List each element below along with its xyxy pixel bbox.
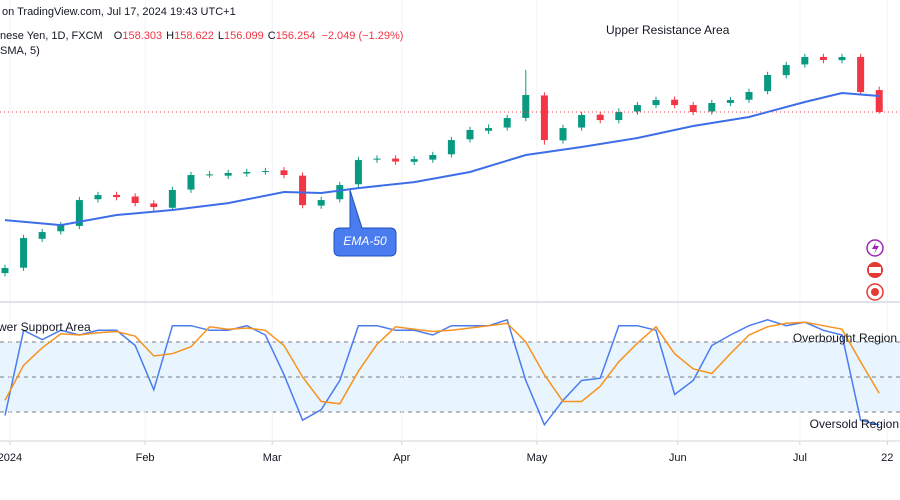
ohlc-label: L bbox=[218, 30, 224, 42]
candle-body bbox=[206, 174, 214, 176]
candle-body bbox=[57, 225, 65, 232]
ohlc-value: 156.254 bbox=[276, 30, 316, 42]
plot-area bbox=[0, 53, 900, 427]
x-tick-label: Feb bbox=[136, 452, 155, 464]
annotation: wer Support Area bbox=[0, 320, 91, 334]
candle-body bbox=[113, 194, 121, 198]
ohlc-value: 158.303 bbox=[122, 30, 162, 42]
annotation: Upper Resistance Area bbox=[606, 23, 730, 37]
x-tick-label: 22 bbox=[881, 452, 893, 464]
candle-body bbox=[745, 92, 753, 100]
candle-body bbox=[392, 158, 400, 162]
candle-body bbox=[559, 128, 567, 141]
candle-body bbox=[466, 129, 474, 140]
candle-body bbox=[764, 75, 772, 92]
ema-line bbox=[4, 91, 880, 227]
candle-body bbox=[373, 158, 381, 160]
candle-body bbox=[75, 200, 83, 226]
candle-body bbox=[875, 90, 883, 112]
x-tick-label: Mar bbox=[263, 452, 282, 464]
candle-body bbox=[503, 118, 511, 128]
x-tick-label: May bbox=[527, 452, 548, 464]
candle-body bbox=[94, 195, 102, 200]
x-tick-label: 2024 bbox=[0, 452, 22, 464]
symbol: nese Yen, 1D, FXCM bbox=[0, 30, 103, 42]
candle-body bbox=[782, 65, 790, 76]
ohlc-label: C bbox=[268, 30, 276, 42]
header-published: on TradingView.com, Jul 17, 2024 19:43 U… bbox=[2, 6, 236, 18]
candle-body bbox=[540, 95, 548, 141]
ohlc-value: 156.099 bbox=[224, 30, 264, 42]
icon-glyph bbox=[869, 267, 881, 273]
candle-body bbox=[261, 171, 269, 173]
x-tick-label: Jun bbox=[669, 452, 687, 464]
candle-body bbox=[168, 190, 176, 208]
icon-glyph bbox=[871, 288, 879, 296]
candle-body bbox=[131, 196, 139, 204]
candle-body bbox=[1, 268, 9, 274]
oscillator-line bbox=[4, 321, 880, 405]
ohlc-label: H bbox=[166, 30, 174, 42]
candle-body bbox=[354, 160, 362, 185]
pane-divider bbox=[0, 301, 900, 303]
candle-body bbox=[708, 103, 716, 112]
candle-body bbox=[689, 105, 697, 113]
candle-body bbox=[299, 175, 307, 206]
candle-body bbox=[224, 173, 232, 176]
candle-body bbox=[317, 200, 325, 206]
header-indicator: SMA, 5) bbox=[0, 45, 40, 57]
candle-body bbox=[801, 57, 809, 65]
candle-body bbox=[429, 155, 437, 160]
candle-body bbox=[38, 232, 46, 239]
candle-body bbox=[280, 170, 288, 176]
x-tick-label: Jul bbox=[793, 452, 807, 464]
change: −2.049 (−1.29%) bbox=[321, 30, 403, 42]
callout-label: EMA-50 bbox=[343, 234, 387, 248]
candle-body bbox=[671, 99, 679, 106]
candle-body bbox=[243, 172, 251, 174]
callout-box bbox=[333, 189, 397, 257]
candle-body bbox=[596, 114, 604, 121]
candle-body bbox=[726, 100, 734, 103]
candle-body bbox=[187, 175, 195, 190]
annotation: Oversold Region bbox=[810, 417, 899, 431]
candle-body bbox=[838, 57, 846, 61]
candle-body bbox=[485, 128, 493, 131]
header-symbol-line: nese Yen, 1D, FXCM O158.303 H158.622 L156.… bbox=[0, 30, 403, 42]
candle-body bbox=[615, 112, 623, 121]
grid bbox=[0, 0, 900, 440]
candle-body bbox=[522, 95, 530, 118]
candle-body bbox=[578, 115, 586, 128]
ohlc-label: O bbox=[114, 30, 123, 42]
candle-body bbox=[410, 159, 418, 162]
candle-body bbox=[447, 140, 455, 155]
candle-body bbox=[857, 56, 865, 93]
candle-body bbox=[819, 56, 827, 61]
ohlc-value: 158.622 bbox=[174, 30, 214, 42]
icon-glyph bbox=[872, 242, 879, 254]
candle-body bbox=[336, 185, 344, 200]
candle-body bbox=[652, 100, 660, 106]
candle-body bbox=[633, 105, 641, 112]
candle-body bbox=[150, 203, 158, 208]
candle-body bbox=[20, 238, 28, 268]
side-icons bbox=[866, 239, 884, 301]
annotation: Overbought Region bbox=[793, 331, 897, 345]
x-tick-label: Apr bbox=[393, 452, 410, 464]
